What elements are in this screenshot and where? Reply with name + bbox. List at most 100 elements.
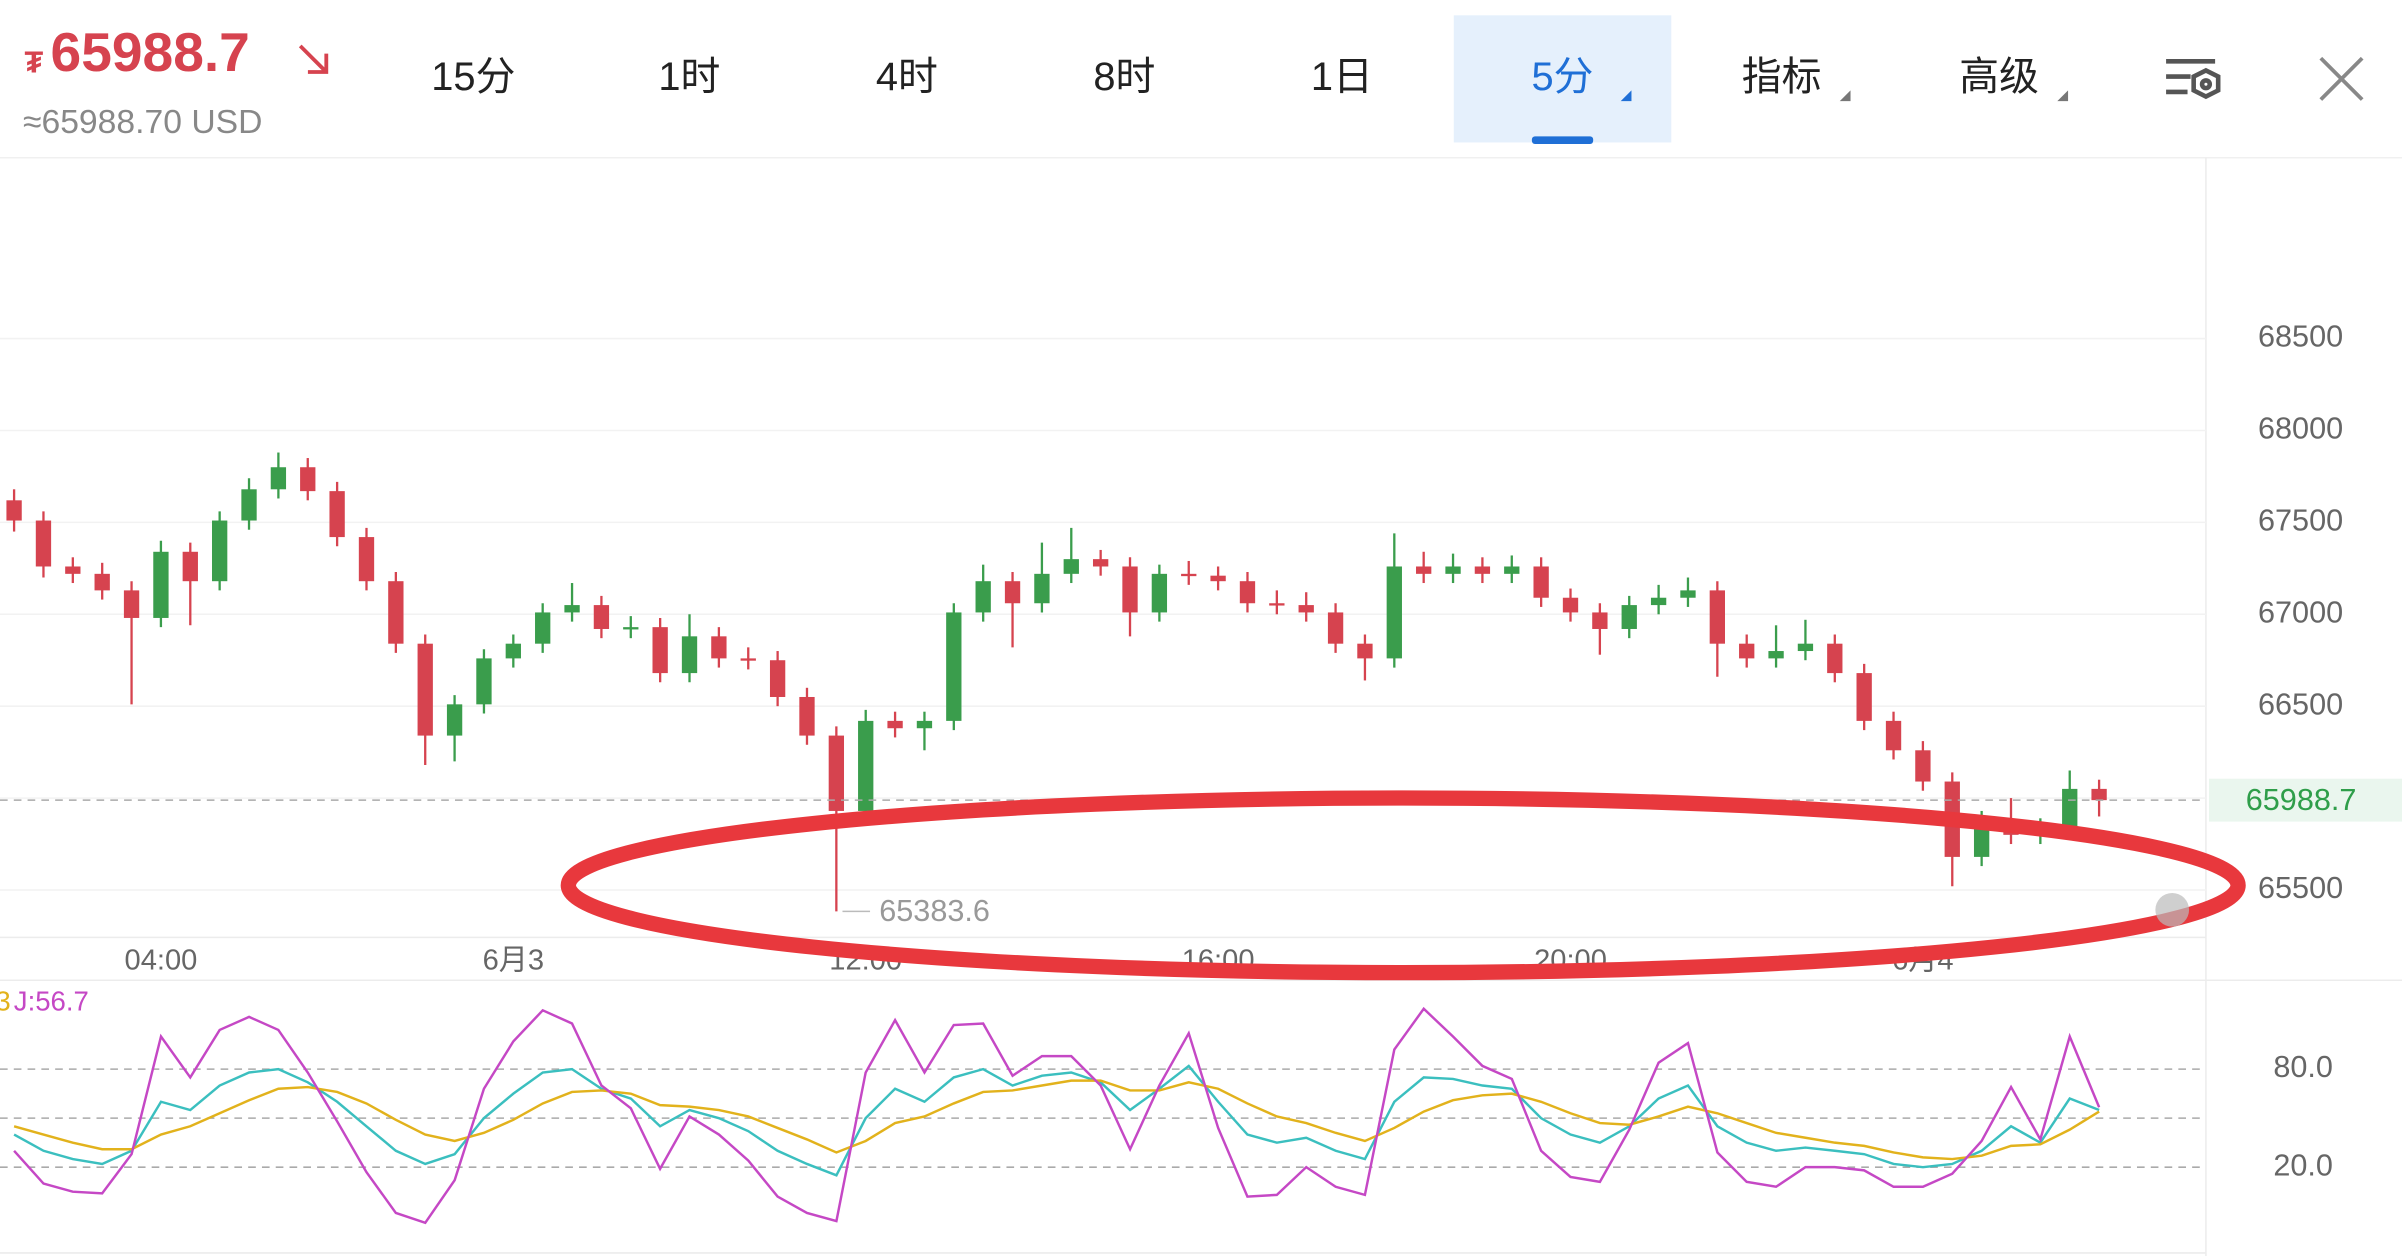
candle-body [564, 605, 580, 613]
candle-body [535, 612, 551, 644]
tab[interactable]: 5分 [1453, 15, 1672, 144]
settings-icon[interactable] [2166, 58, 2221, 100]
candle-body [652, 627, 668, 674]
candle-body [1504, 566, 1520, 574]
candle-body [1768, 651, 1784, 659]
candle-body [1269, 603, 1285, 606]
last-price-label: 65988.7 [2246, 783, 2357, 817]
candle-body [358, 537, 375, 582]
tab-dropdown [1839, 90, 1851, 102]
candle-body [94, 573, 110, 591]
legend-entry: 3 [0, 986, 11, 1017]
candle-body [211, 520, 228, 582]
kdj-line [13, 1064, 2100, 1177]
candle-body [1915, 750, 1931, 782]
candle-body [329, 491, 345, 538]
annotation-ellipse [560, 790, 2246, 981]
candle-body [1885, 720, 1902, 751]
candle-body [711, 636, 727, 659]
candle-body [1709, 590, 1725, 644]
tab[interactable]: 8时 [1093, 55, 1155, 99]
scroll-icon[interactable] [2155, 892, 2190, 927]
last-price-box [2208, 778, 2402, 822]
candle-body [593, 605, 610, 629]
y-tick-label: 65500 [2258, 871, 2343, 905]
tab-bar: 15分 1时 4时 8时 1日 5分 指标 高级 [431, 15, 2069, 144]
candle-body [2062, 788, 2078, 828]
candle-body [681, 636, 698, 674]
tab-label: 高级 [1959, 55, 2039, 99]
tab[interactable]: 1时 [658, 55, 720, 99]
x-tick-label: 04:00 [125, 945, 198, 977]
candle-body [1386, 566, 1402, 659]
candle-body [476, 658, 492, 705]
y-tick-label: 68500 [2258, 320, 2343, 354]
legend-entry: J:56.7 [14, 986, 89, 1017]
kdj-line [13, 1006, 2101, 1225]
x-tick-label: 6月3 [483, 945, 544, 977]
y-tick-label: 68000 [2258, 412, 2343, 446]
candle-body [1210, 575, 1226, 582]
candle-body [1181, 573, 1197, 577]
candle-body [858, 720, 874, 811]
price-usd: ≈65988.70 USD [23, 104, 262, 141]
tab[interactable]: 4时 [876, 55, 938, 99]
tab-label: 5分 [1532, 55, 1594, 99]
candle-body [182, 551, 198, 582]
candle-body [270, 467, 287, 490]
tab[interactable]: 15分 [431, 55, 515, 99]
candle-body [1680, 590, 1696, 598]
candle-body [1739, 643, 1755, 659]
candle-body [1562, 597, 1579, 613]
candle-body [1063, 559, 1079, 574]
candle-body [946, 612, 962, 721]
tab-label: 4时 [876, 55, 938, 99]
y-tick-label: 67000 [2258, 595, 2343, 629]
candle-body [975, 581, 991, 613]
candle-body [505, 643, 521, 659]
min-label: 65383.6 [879, 894, 990, 928]
y-tick-label: 67500 [2258, 503, 2343, 537]
candle-body [1797, 643, 1814, 652]
tab-label: 8时 [1093, 55, 1155, 99]
candle-body [1092, 559, 1109, 567]
y-tick-label: 66500 [2258, 687, 2343, 721]
candle-body [1034, 573, 1050, 604]
candle-body [1327, 612, 1344, 644]
candle-body [1621, 605, 1637, 629]
tab-label: 指标 [1742, 55, 1822, 99]
candle-body [65, 566, 81, 574]
tab-label: 15分 [431, 55, 515, 99]
tab-dropdown [1620, 90, 1632, 102]
candle-body [1650, 597, 1667, 606]
candle-body [1474, 566, 1491, 574]
tab[interactable]: 高级 [1959, 55, 2069, 102]
candle-body [1004, 581, 1021, 604]
candle-body [623, 627, 639, 630]
candle-body [799, 696, 815, 736]
candle-body [1445, 566, 1461, 574]
candle-body [1239, 581, 1256, 604]
candle-body [6, 500, 22, 521]
candle-body [1151, 573, 1168, 613]
candle-body [300, 467, 316, 492]
y-tick-label: 20.0 [2273, 1148, 2333, 1182]
candle-body [916, 720, 933, 729]
tab[interactable]: 1日 [1311, 55, 1373, 99]
candle-body [417, 643, 433, 736]
candle-body [769, 660, 786, 697]
candle-body [740, 658, 756, 661]
tab[interactable]: 指标 [1742, 55, 1851, 102]
candle-body [35, 520, 52, 567]
candle-body [241, 489, 257, 521]
candle-body [1298, 605, 1314, 613]
candle-body [388, 581, 404, 644]
tab-label: 1时 [658, 55, 720, 99]
candle-body [1357, 643, 1373, 659]
tab-label: 1日 [1311, 55, 1373, 99]
candle-body [1856, 673, 1872, 721]
tab-dropdown [2057, 90, 2069, 102]
candle-body [1592, 612, 1608, 629]
close-button[interactable] [2319, 56, 2364, 101]
